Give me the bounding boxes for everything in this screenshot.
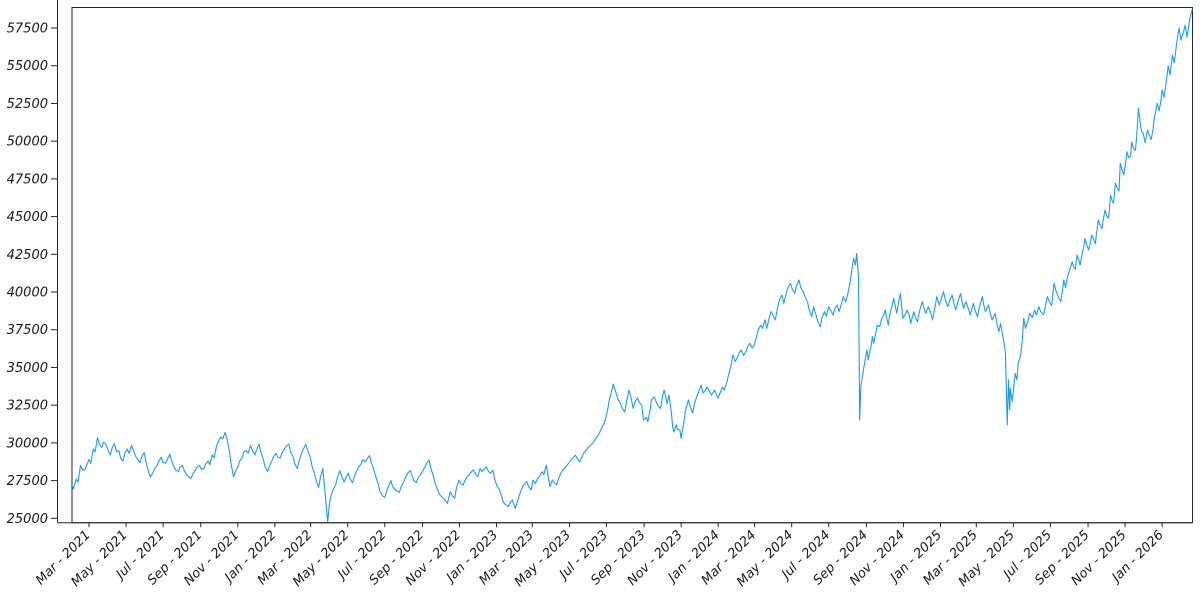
y-tick-label: 52500 bbox=[7, 97, 48, 112]
y-tick-label: 40000 bbox=[7, 286, 48, 301]
y-tick-label: 57500 bbox=[7, 22, 48, 37]
y-tick-label: 45000 bbox=[7, 210, 48, 225]
y-tick-label: 32500 bbox=[7, 399, 48, 414]
y-tick-label: 27500 bbox=[7, 474, 48, 489]
y-tick-label: 55000 bbox=[7, 59, 48, 74]
series-line-index-level bbox=[72, 8, 1193, 523]
y-tick-label: 37500 bbox=[7, 323, 48, 338]
y-tick-label: 47500 bbox=[7, 172, 48, 187]
y-tick-label: 35000 bbox=[7, 361, 48, 376]
y-tick-label: 50000 bbox=[7, 135, 48, 150]
plot-border bbox=[71, 7, 1193, 524]
y-tick-label: 30000 bbox=[7, 436, 48, 451]
y-tick-label: 42500 bbox=[7, 248, 48, 263]
y-tick-label: 25000 bbox=[7, 512, 48, 527]
